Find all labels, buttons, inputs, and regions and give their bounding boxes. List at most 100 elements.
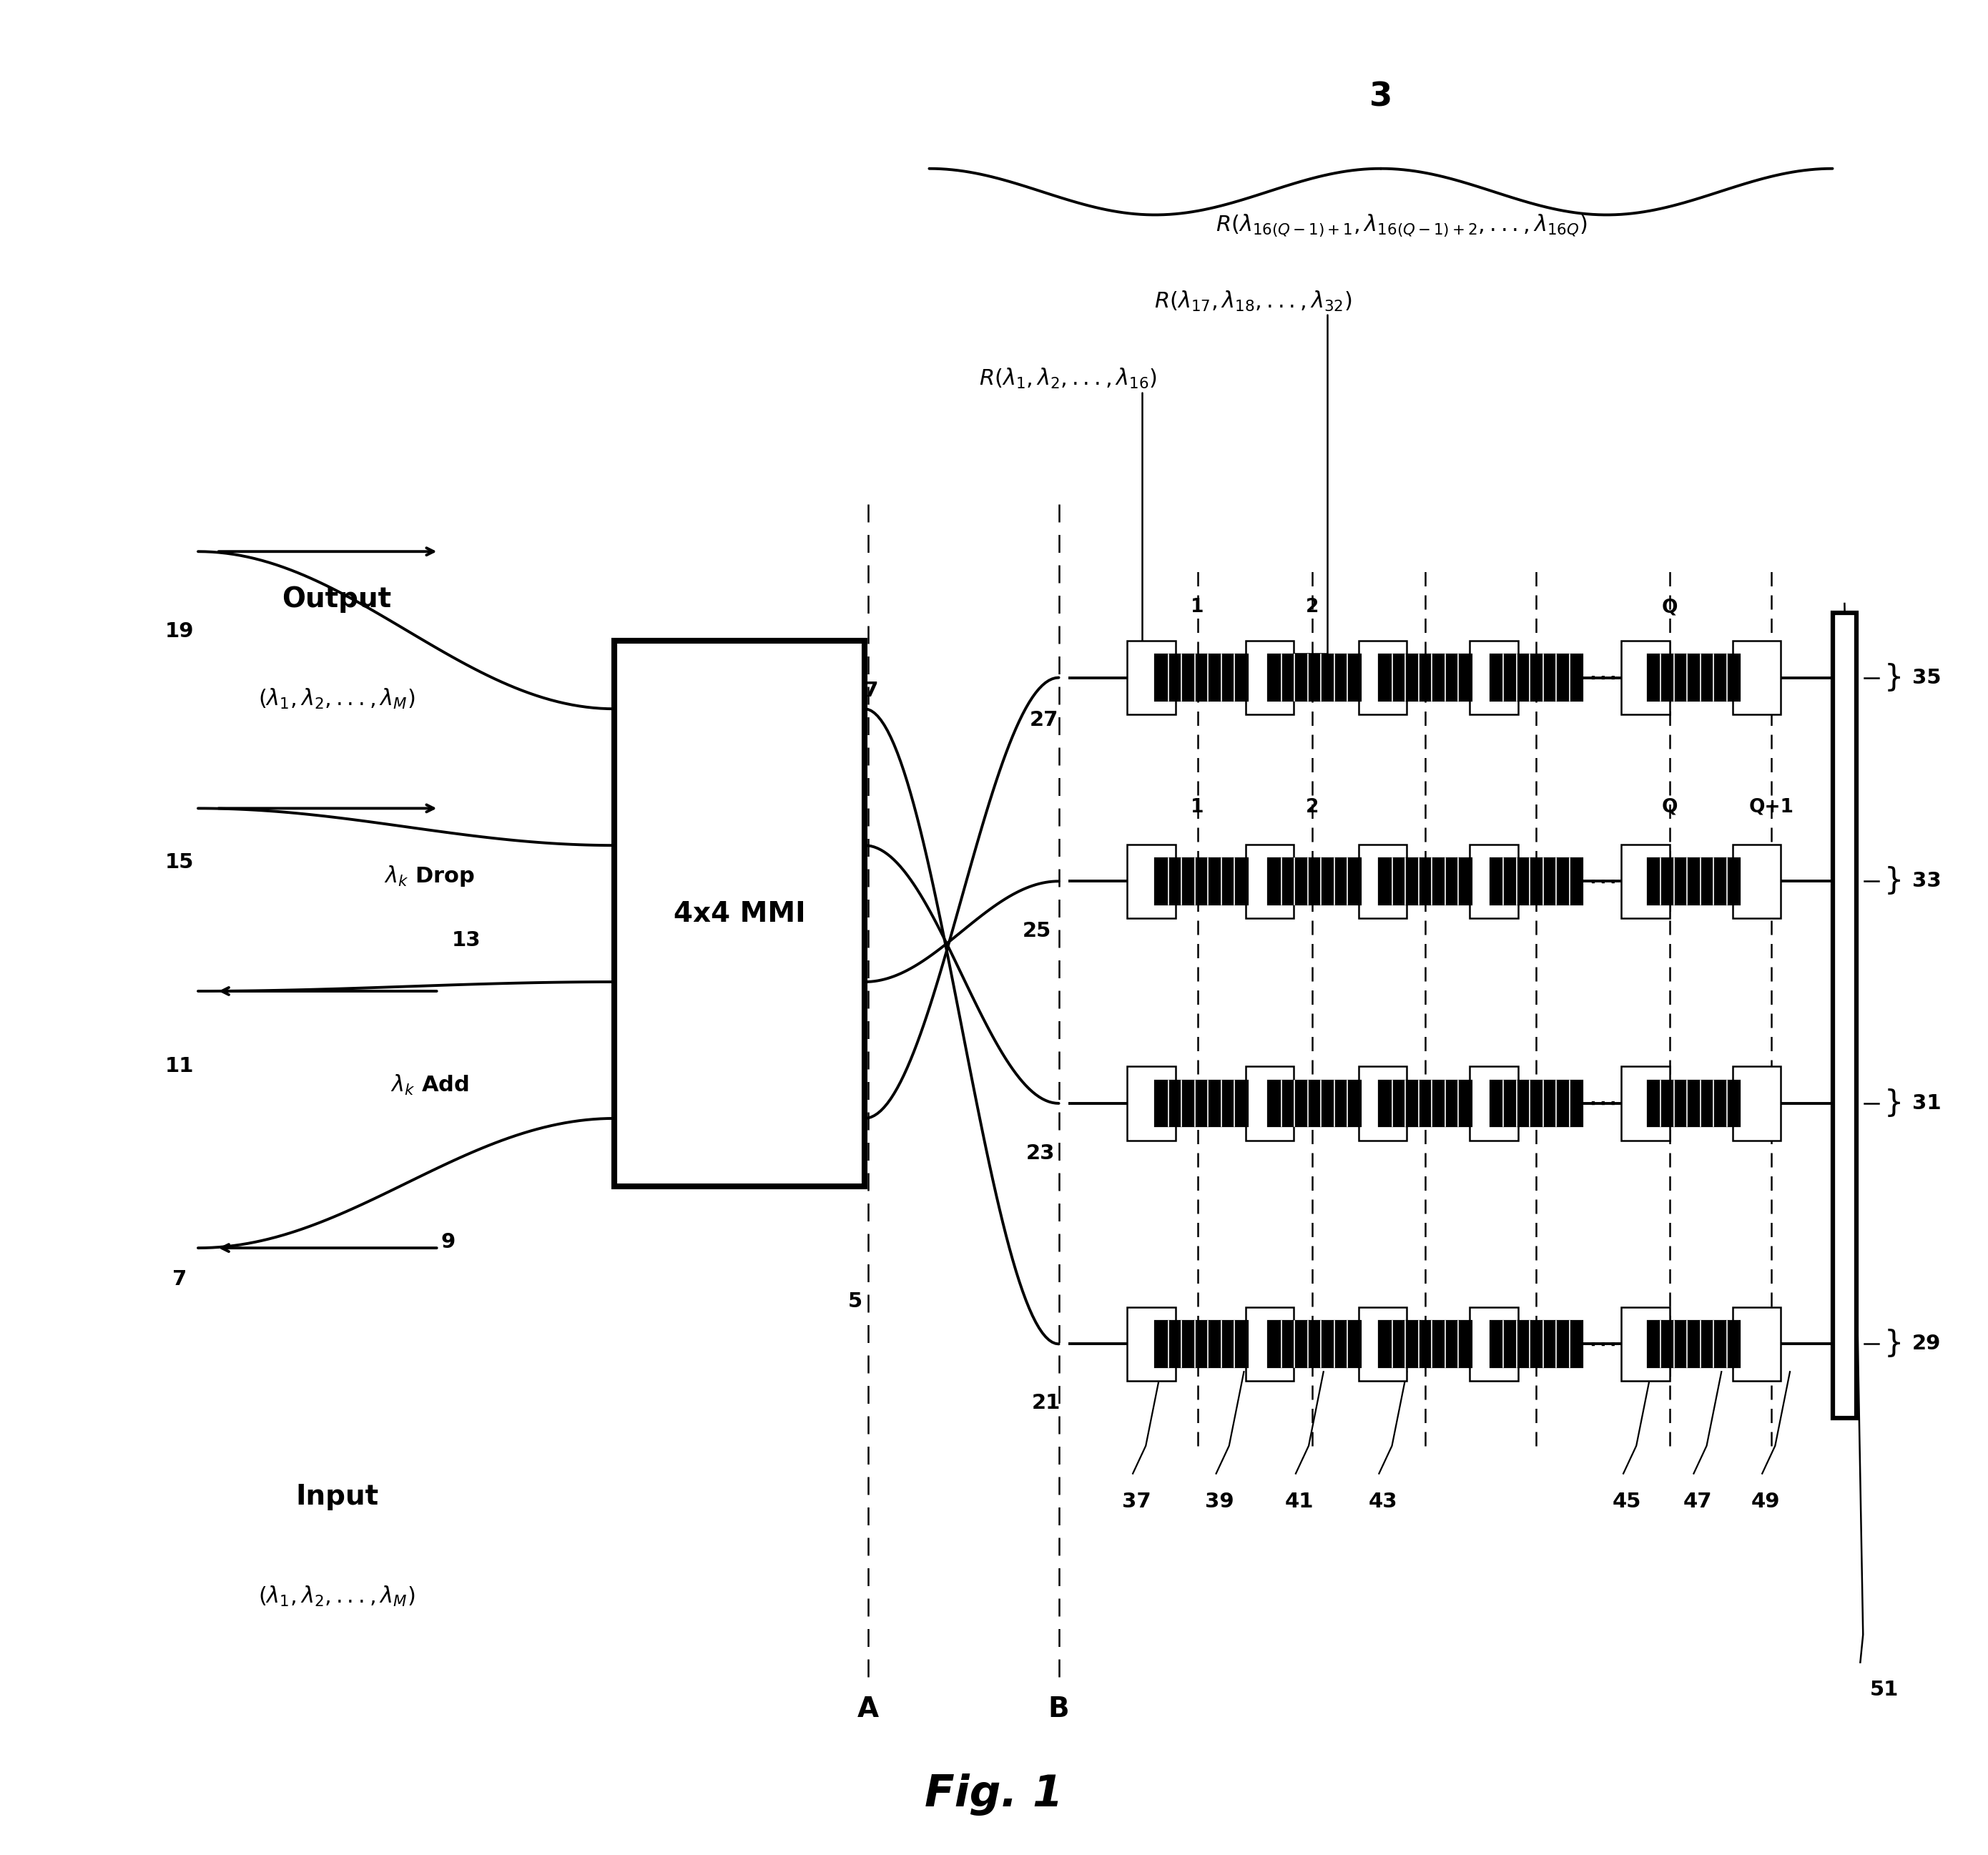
Text: A: A [857,1695,879,1723]
Text: 51: 51 [1869,1681,1899,1701]
Text: $(\lambda_1,\lambda_2, ..., \lambda_M)$: $(\lambda_1,\lambda_2, ..., \lambda_M)$ [258,686,415,710]
Bar [1380,859,1471,905]
Bar [1127,1308,1175,1380]
Bar [1491,1321,1582,1367]
Text: 31: 31 [1912,1093,1940,1113]
Text: }: } [1885,1089,1905,1119]
Text: 45: 45 [1612,1491,1642,1512]
Bar [1734,844,1781,918]
Bar [1380,1080,1471,1126]
Bar [1469,1067,1517,1141]
Text: $R(\lambda_{16(Q-1)+1},\lambda_{16(Q-1)+2},...,\lambda_{16Q})$: $R(\lambda_{16(Q-1)+1},\lambda_{16(Q-1)+… [1215,213,1586,239]
Bar [1734,1308,1781,1380]
Text: 1: 1 [765,1065,779,1085]
Bar [1246,640,1294,714]
Text: Q: Q [1662,798,1678,816]
Text: 21: 21 [1032,1393,1060,1414]
Text: $\lambda_k$ Add: $\lambda_k$ Add [390,1072,469,1096]
Bar [1155,655,1248,701]
Text: $\lambda_k$ Drop: $\lambda_k$ Drop [384,864,475,889]
Text: 39: 39 [1205,1491,1235,1512]
Text: }: } [1885,662,1905,692]
Text: 19: 19 [165,621,195,642]
Text: 13: 13 [451,931,481,950]
Text: 15: 15 [165,853,195,872]
Text: 29: 29 [1912,1334,1940,1354]
Bar [1268,655,1360,701]
Bar [1268,1080,1360,1126]
Bar [1734,640,1781,714]
Bar [1622,1067,1670,1141]
Bar [1358,640,1408,714]
Bar [1155,1080,1248,1126]
Text: 17: 17 [851,681,879,701]
Bar [1246,1067,1294,1141]
Text: 11: 11 [165,1055,195,1076]
Text: 25: 25 [1022,922,1052,940]
Bar [1358,844,1408,918]
Text: $\cdots$: $\cdots$ [1586,866,1614,896]
Text: 41: 41 [1284,1491,1314,1512]
Text: 4x4 MMI: 4x4 MMI [674,900,805,928]
Text: $\cdots$: $\cdots$ [1586,662,1614,692]
Bar [1622,1308,1670,1380]
Bar [1491,1080,1582,1126]
Text: 49: 49 [1751,1491,1781,1512]
Bar [1648,1321,1740,1367]
Bar [614,640,865,1187]
Bar [1734,1067,1781,1141]
Bar [1268,1321,1360,1367]
Text: Input: Input [296,1484,378,1510]
Bar [1155,1321,1248,1367]
Bar [1358,1308,1408,1380]
Text: 9: 9 [441,1232,455,1252]
Text: 35: 35 [1912,668,1940,688]
Text: Fig. 1: Fig. 1 [924,1773,1064,1816]
Bar [1127,1067,1175,1141]
Text: $\cdots$: $\cdots$ [1586,1089,1614,1119]
Text: 2: 2 [1306,597,1318,616]
Bar [1155,859,1248,905]
Text: 2: 2 [1306,798,1318,816]
Bar [1380,1321,1471,1367]
Text: 27: 27 [1030,710,1058,731]
Text: B: B [1048,1695,1070,1723]
Text: 5: 5 [849,1291,863,1311]
Text: 33: 33 [1912,872,1940,890]
Bar [1127,844,1175,918]
Bar [1358,1067,1408,1141]
Bar [1469,1308,1517,1380]
Text: 23: 23 [1026,1143,1056,1163]
Bar [1469,640,1517,714]
Bar [1246,844,1294,918]
Text: $(\lambda_1,\lambda_2, ..., \lambda_M)$: $(\lambda_1,\lambda_2, ..., \lambda_M)$ [258,1584,415,1608]
Text: Output: Output [282,586,392,612]
Text: $R(\lambda_{17},\lambda_{18},...,\lambda_{32})$: $R(\lambda_{17},\lambda_{18},...,\lambda… [1155,289,1352,313]
Text: 1: 1 [1191,597,1205,616]
Text: 37: 37 [1121,1491,1151,1512]
Text: 43: 43 [1368,1491,1398,1512]
Text: 1: 1 [1191,798,1205,816]
Text: }: } [1885,1328,1905,1360]
Bar [1648,1080,1740,1126]
Text: Q+1: Q+1 [1749,798,1793,816]
Text: $R(\lambda_1,\lambda_2,...,\lambda_{16})$: $R(\lambda_1,\lambda_2,...,\lambda_{16})… [978,367,1157,391]
Bar [1648,859,1740,905]
Bar [1622,640,1670,714]
Text: $\cdots$: $\cdots$ [1586,1328,1614,1360]
Bar [1127,640,1175,714]
Text: Q: Q [1662,597,1678,616]
Text: 47: 47 [1684,1491,1712,1512]
Bar [1648,655,1740,701]
Bar [1622,844,1670,918]
Text: 7: 7 [173,1269,187,1289]
Bar [1268,859,1360,905]
Bar [1380,655,1471,701]
Bar [1833,612,1857,1417]
Bar [1491,655,1582,701]
Bar [1246,1308,1294,1380]
Bar [1491,859,1582,905]
Bar [1469,844,1517,918]
Text: }: } [1885,866,1905,896]
Text: 3: 3 [1370,82,1392,113]
